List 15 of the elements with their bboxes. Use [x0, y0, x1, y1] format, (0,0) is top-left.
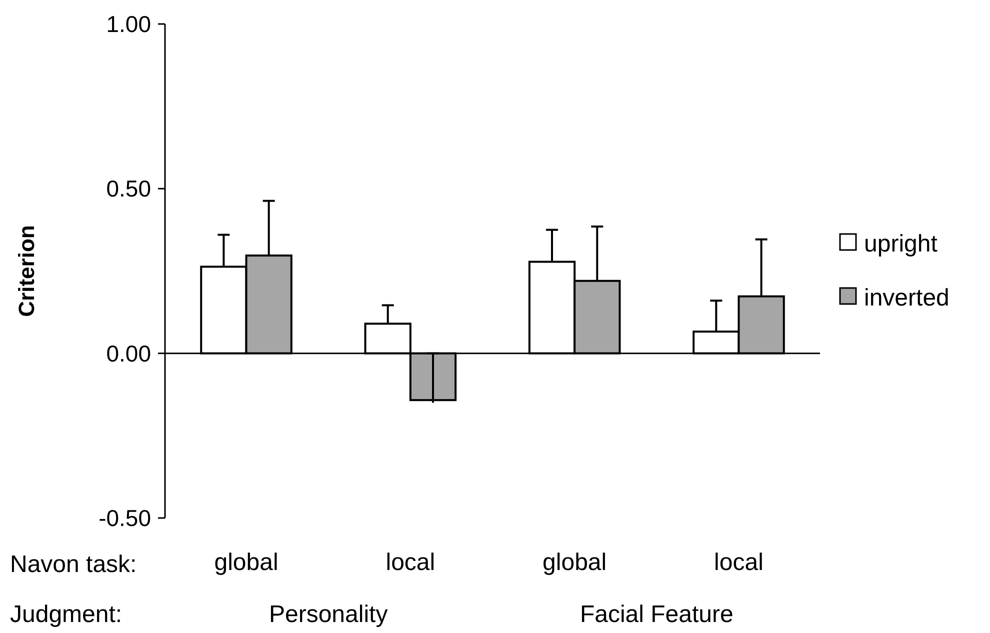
y-tick-label: -0.50 — [98, 505, 151, 532]
x-tick-label: global — [214, 549, 278, 576]
text: Navon task: — [10, 551, 137, 578]
legend-label: upright — [864, 230, 938, 258]
y-axis-title: Criterion — [14, 225, 39, 317]
text: Facial Feature — [580, 601, 734, 628]
y-tick-label: 0.50 — [106, 176, 151, 202]
text: Judgment: — [10, 601, 122, 628]
x-tick-label: local — [714, 549, 764, 576]
y-tick-label: 1.00 — [106, 11, 151, 38]
x-tick-label: global — [542, 549, 607, 576]
text: Personality — [268, 601, 388, 628]
x-tick-label: local — [386, 549, 436, 576]
y-tick-label: 0.00 — [106, 340, 151, 366]
legend-label: inverted — [864, 284, 950, 312]
